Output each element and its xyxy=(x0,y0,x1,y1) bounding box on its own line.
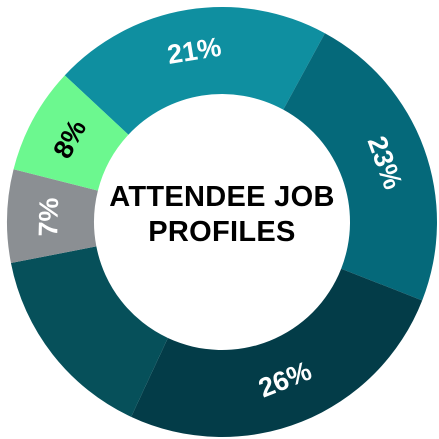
donut-segment xyxy=(7,169,98,264)
donut-segment xyxy=(131,268,423,437)
donut-segment xyxy=(64,7,325,135)
donut-segment xyxy=(10,246,168,417)
donut-segment xyxy=(13,75,129,191)
chart-title: ATTENDEE JOB PROFILES xyxy=(109,181,335,248)
donut-segment xyxy=(283,33,437,301)
segment-label: 7% xyxy=(33,197,64,237)
